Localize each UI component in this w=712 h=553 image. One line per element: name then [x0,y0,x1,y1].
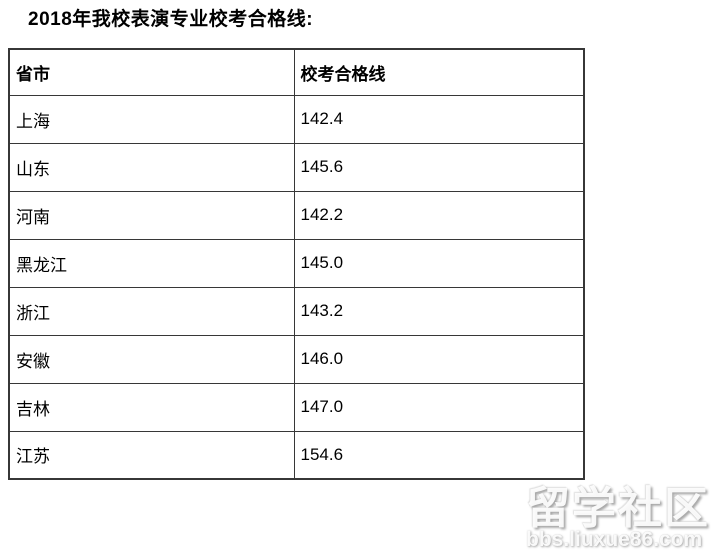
table-header-row: 省市 校考合格线 [8,48,585,96]
score-cell: 142.2 [293,190,585,240]
score-cell: 154.6 [293,430,585,480]
score-cell: 143.2 [293,286,585,336]
table-row: 吉林 147.0 [8,382,585,432]
table-row: 江苏 154.6 [8,430,585,480]
table-row: 黑龙江 145.0 [8,238,585,288]
watermark-site-name: 留学社区 [526,483,710,533]
province-cell: 河南 [8,190,295,240]
scores-table: 省市 校考合格线 上海 142.4 山东 145.6 河南 142.2 黑龙江 … [8,48,585,480]
column-header-score: 校考合格线 [293,48,585,96]
score-cell: 142.4 [293,94,585,144]
score-cell: 145.6 [293,142,585,192]
page-title: 2018年我校表演专业校考合格线: [28,9,314,30]
watermark: 留学社区 bbs.liuxue86.com [526,483,710,551]
column-header-province: 省市 [8,48,295,96]
province-cell: 山东 [8,142,295,192]
table-row: 河南 142.2 [8,190,585,240]
watermark-site-url: bbs.liuxue86.com [526,527,703,551]
table-row: 上海 142.4 [8,94,585,144]
province-cell: 江苏 [8,430,295,480]
province-cell: 上海 [8,94,295,144]
province-cell: 浙江 [8,286,295,336]
score-cell: 146.0 [293,334,585,384]
province-cell: 安徽 [8,334,295,384]
table-row: 浙江 143.2 [8,286,585,336]
score-cell: 147.0 [293,382,585,432]
province-cell: 黑龙江 [8,238,295,288]
table-row: 山东 145.6 [8,142,585,192]
table-row: 安徽 146.0 [8,334,585,384]
province-cell: 吉林 [8,382,295,432]
score-cell: 145.0 [293,238,585,288]
